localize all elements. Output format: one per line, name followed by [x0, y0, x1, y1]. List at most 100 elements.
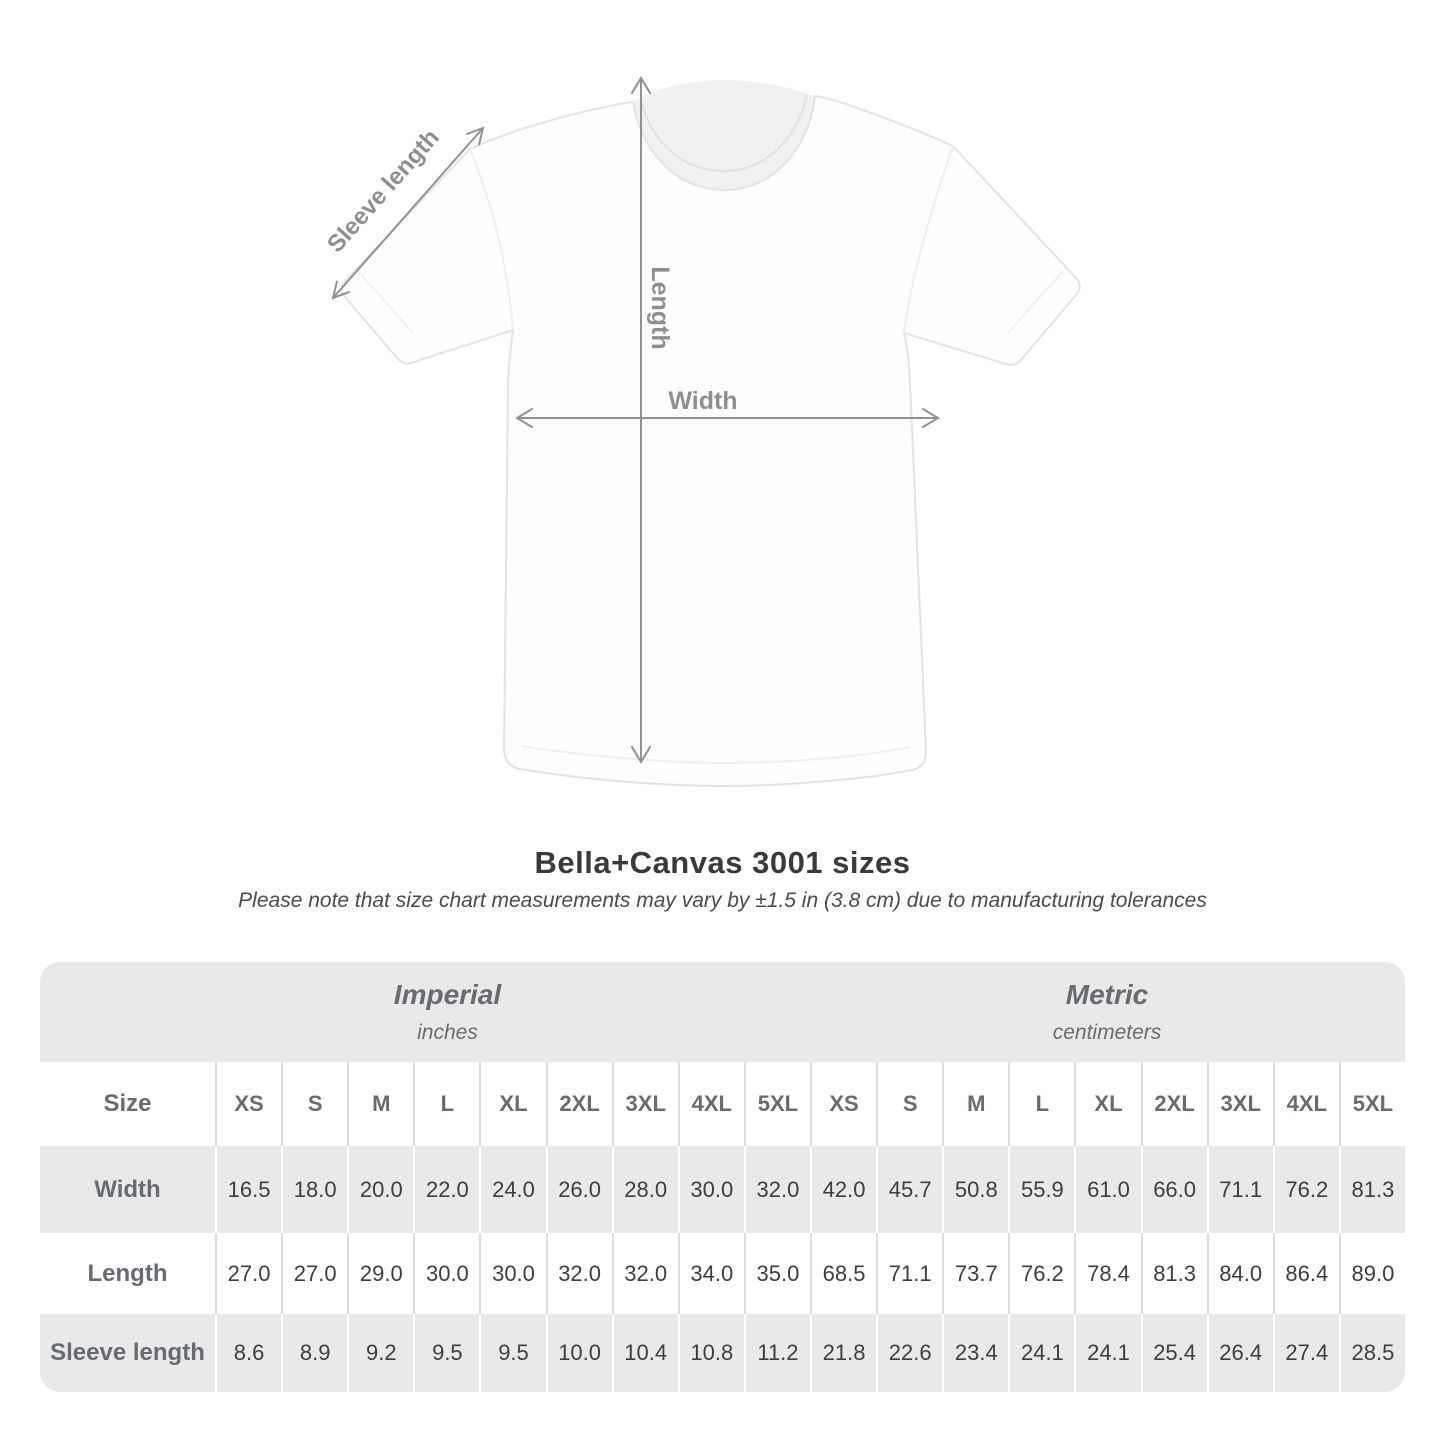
length-metric-m: 73.7	[942, 1233, 1008, 1314]
row-label-length: Length	[87, 1259, 168, 1287]
sleeve-imperial-3xl: 10.4	[611, 1314, 678, 1392]
length-imperial-4xl: 34.0	[677, 1233, 744, 1314]
sleeve-metric-m: 23.4	[942, 1314, 1008, 1392]
length-metric-3xl: 84.0	[1206, 1233, 1273, 1314]
size-table: Imperial inches Metric centimeters Size …	[40, 962, 1405, 1392]
tshirt-body	[340, 95, 1081, 787]
length-metric-l: 76.2	[1008, 1233, 1074, 1314]
size-row-header: Size	[103, 1090, 152, 1117]
length-metric-s: 71.1	[876, 1233, 942, 1314]
tshirt-collar-band	[640, 94, 808, 173]
length-imperial-xs: 27.0	[215, 1233, 281, 1314]
size-col-header-metric-5xl: 5XL	[1338, 1062, 1405, 1146]
sleeve-metric-xs: 21.8	[810, 1314, 876, 1392]
width-metric-xs: 42.0	[810, 1146, 876, 1233]
sleeve-metric-xl: 24.1	[1074, 1314, 1140, 1392]
size-col-header-metric-m: M	[942, 1062, 1008, 1146]
table-row-width: Width 16.5 18.0 20.0 22.0 24.0 26.0 28.0…	[40, 1146, 1405, 1233]
length-metric-xl: 78.4	[1074, 1233, 1140, 1314]
imperial-header-subtitle: inches	[417, 1021, 478, 1044]
width-imperial-xs: 16.5	[215, 1146, 281, 1233]
sleeve-metric-s: 22.6	[876, 1314, 942, 1392]
width-imperial-s: 18.0	[281, 1146, 347, 1233]
width-metric-l: 55.9	[1008, 1146, 1074, 1233]
table-row-length: Length 27.0 27.0 29.0 30.0 30.0 32.0 32.…	[40, 1233, 1405, 1314]
length-label: Length	[646, 266, 674, 349]
length-imperial-xl: 30.0	[479, 1233, 545, 1314]
metric-header-name: Metric	[1065, 979, 1149, 1010]
length-metric-2xl: 81.3	[1140, 1233, 1207, 1314]
size-col-header-imperial-l: L	[413, 1062, 479, 1146]
size-col-header-imperial-m: M	[347, 1062, 413, 1146]
tolerance-note: Please note that size chart measurements…	[238, 889, 1207, 912]
size-col-header-imperial-xs: XS	[215, 1062, 281, 1146]
width-imperial-xl: 24.0	[479, 1146, 545, 1233]
size-col-header-imperial-2xl: 2XL	[545, 1062, 612, 1146]
length-metric-xs: 68.5	[810, 1233, 876, 1314]
size-col-header-imperial-3xl: 3XL	[611, 1062, 678, 1146]
row-label-sleeve-length: Sleeve length	[50, 1339, 205, 1366]
tshirt-left-sleeve-seam	[469, 148, 514, 331]
sleeve-metric-5xl: 28.5	[1338, 1314, 1405, 1392]
sleeve-metric-3xl: 26.4	[1206, 1314, 1273, 1392]
length-arrow	[631, 76, 651, 764]
width-metric-4xl: 76.2	[1272, 1146, 1339, 1233]
tshirt-left-cuff-stitch	[357, 270, 414, 334]
metric-header: Metric centimeters	[809, 962, 1405, 1062]
length-imperial-2xl: 32.0	[545, 1233, 612, 1314]
size-col-header-metric-xs: XS	[810, 1062, 876, 1146]
width-metric-m: 50.8	[942, 1146, 1008, 1233]
size-col-header-metric-2xl: 2XL	[1140, 1062, 1207, 1146]
table-row-sleeve-length: Sleeve length 8.6 8.9 9.2 9.5 9.5 10.0 1…	[40, 1314, 1405, 1392]
sleeve-imperial-s: 8.9	[281, 1314, 347, 1392]
sleeve-imperial-4xl: 10.8	[677, 1314, 744, 1392]
sleeve-imperial-5xl: 11.2	[743, 1314, 810, 1392]
size-col-header-metric-l: L	[1008, 1062, 1074, 1146]
size-col-header-metric-s: S	[876, 1062, 942, 1146]
size-header-row: Size XS S M L XL 2XL 3XL 4XL 5XL XS S M …	[40, 1062, 1405, 1146]
width-imperial-m: 20.0	[347, 1146, 413, 1233]
tshirt-right-sleeve-seam	[903, 145, 954, 334]
size-col-header-metric-4xl: 4XL	[1272, 1062, 1339, 1146]
imperial-header-name: Imperial	[393, 979, 502, 1010]
width-imperial-4xl: 30.0	[677, 1146, 744, 1233]
row-label-width: Width	[94, 1175, 161, 1203]
length-imperial-3xl: 32.0	[611, 1233, 678, 1314]
size-col-header-imperial-4xl: 4XL	[677, 1062, 744, 1146]
imperial-header: Imperial inches	[40, 962, 809, 1062]
width-arrow	[515, 408, 940, 428]
size-col-header-imperial-s: S	[281, 1062, 347, 1146]
width-imperial-5xl: 32.0	[743, 1146, 810, 1233]
sleeve-imperial-xl: 9.5	[479, 1314, 545, 1392]
sleeve-imperial-xs: 8.6	[215, 1314, 281, 1392]
sleeve-imperial-l: 9.5	[413, 1314, 479, 1392]
length-imperial-l: 30.0	[413, 1233, 479, 1314]
width-imperial-l: 22.0	[413, 1146, 479, 1233]
width-label: Width	[668, 387, 737, 415]
width-metric-3xl: 71.1	[1206, 1146, 1273, 1233]
width-metric-s: 45.7	[876, 1146, 942, 1233]
sleeve-metric-2xl: 25.4	[1140, 1314, 1207, 1392]
tshirt-neck-back	[633, 80, 815, 190]
sleeve-length-arrow	[331, 126, 485, 300]
unit-header-band: Imperial inches Metric centimeters	[40, 962, 1405, 1062]
sleeve-metric-l: 24.1	[1008, 1314, 1074, 1392]
size-col-header-imperial-5xl: 5XL	[743, 1062, 810, 1146]
page-title: Bella+Canvas 3001 sizes	[534, 845, 911, 880]
width-metric-5xl: 81.3	[1338, 1146, 1405, 1233]
tshirt-hem-stitch	[521, 745, 911, 765]
sleeve-metric-4xl: 27.4	[1272, 1314, 1339, 1392]
length-metric-5xl: 89.0	[1338, 1233, 1405, 1314]
width-imperial-2xl: 26.0	[545, 1146, 612, 1233]
length-imperial-5xl: 35.0	[743, 1233, 810, 1314]
length-metric-4xl: 86.4	[1272, 1233, 1339, 1314]
tshirt-diagram: Sleeve length Length Width	[322, 76, 1081, 787]
length-imperial-s: 27.0	[281, 1233, 347, 1314]
sleeve-imperial-m: 9.2	[347, 1314, 413, 1392]
tshirt-right-cuff-stitch	[1007, 270, 1064, 334]
metric-header-subtitle: centimeters	[1052, 1021, 1162, 1044]
size-col-header-imperial-xl: XL	[479, 1062, 545, 1146]
width-metric-xl: 61.0	[1074, 1146, 1140, 1233]
length-imperial-m: 29.0	[347, 1233, 413, 1314]
